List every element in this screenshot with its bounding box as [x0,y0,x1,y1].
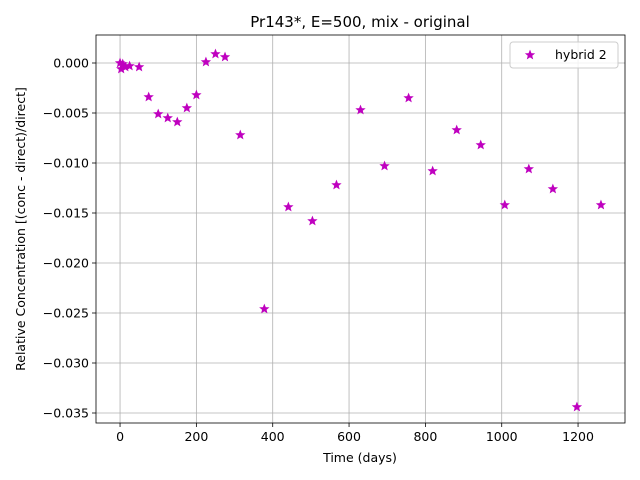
x-tick-label: 800 [413,429,437,444]
data-point [451,124,462,135]
data-point [499,199,510,210]
legend-star-icon [524,49,536,60]
data-point [379,160,390,171]
data-point [355,104,366,115]
y-tick-label: −0.025 [43,306,89,321]
data-point [475,139,486,150]
x-tick-label: 400 [261,429,285,444]
y-tick-label: −0.015 [43,206,89,221]
data-point [331,179,342,190]
x-tick-label: 200 [184,429,208,444]
data-point [191,89,202,100]
data-point [172,116,183,127]
data-point [595,199,607,210]
x-axis-ticks: 0 200 400 600 800 1000 1200 [116,423,594,444]
data-point [307,215,318,226]
y-tick-label: 0.000 [53,56,89,71]
legend: hybrid 2 [509,41,619,69]
data-point [403,92,414,103]
y-tick-label: −0.020 [43,256,89,271]
data-point [181,102,192,113]
legend-entry-label: hybrid 2 [555,47,607,62]
data-point [283,201,294,212]
data-point [200,56,212,67]
data-point [259,303,270,314]
y-axis-label: Relative Concentration [(conc - direct)/… [13,87,28,371]
data-point [153,108,164,119]
data-point [210,48,221,59]
data-point [547,183,559,194]
x-tick-label: 0 [116,429,124,444]
x-axis-label: Time (days) [322,450,397,465]
data-point [219,51,231,62]
x-tick-label: 1200 [562,429,594,444]
y-tick-label: −0.005 [43,106,89,121]
data-point [162,112,173,123]
data-points [114,48,607,412]
plot-frame [95,34,626,424]
data-point [133,61,145,72]
x-tick-label: 600 [337,429,361,444]
y-axis-ticks: 0.000 −0.005 −0.010 −0.015 −0.020 −0.025 −0.03… [43,56,96,421]
y-tick-label: −0.035 [43,406,89,421]
data-point [235,129,246,140]
data-point [571,401,583,412]
data-point [124,60,135,71]
data-point [143,91,154,102]
chart-title: Pr143*, E=500, mix - original [250,13,470,31]
data-point [523,163,534,174]
grid-lines [96,35,625,423]
legend-marker-star [524,49,536,60]
y-tick-label: −0.030 [43,356,89,371]
x-tick-label: 1000 [486,429,518,444]
y-tick-label: −0.010 [43,156,89,171]
data-point [427,165,438,176]
legend-box [509,41,619,69]
